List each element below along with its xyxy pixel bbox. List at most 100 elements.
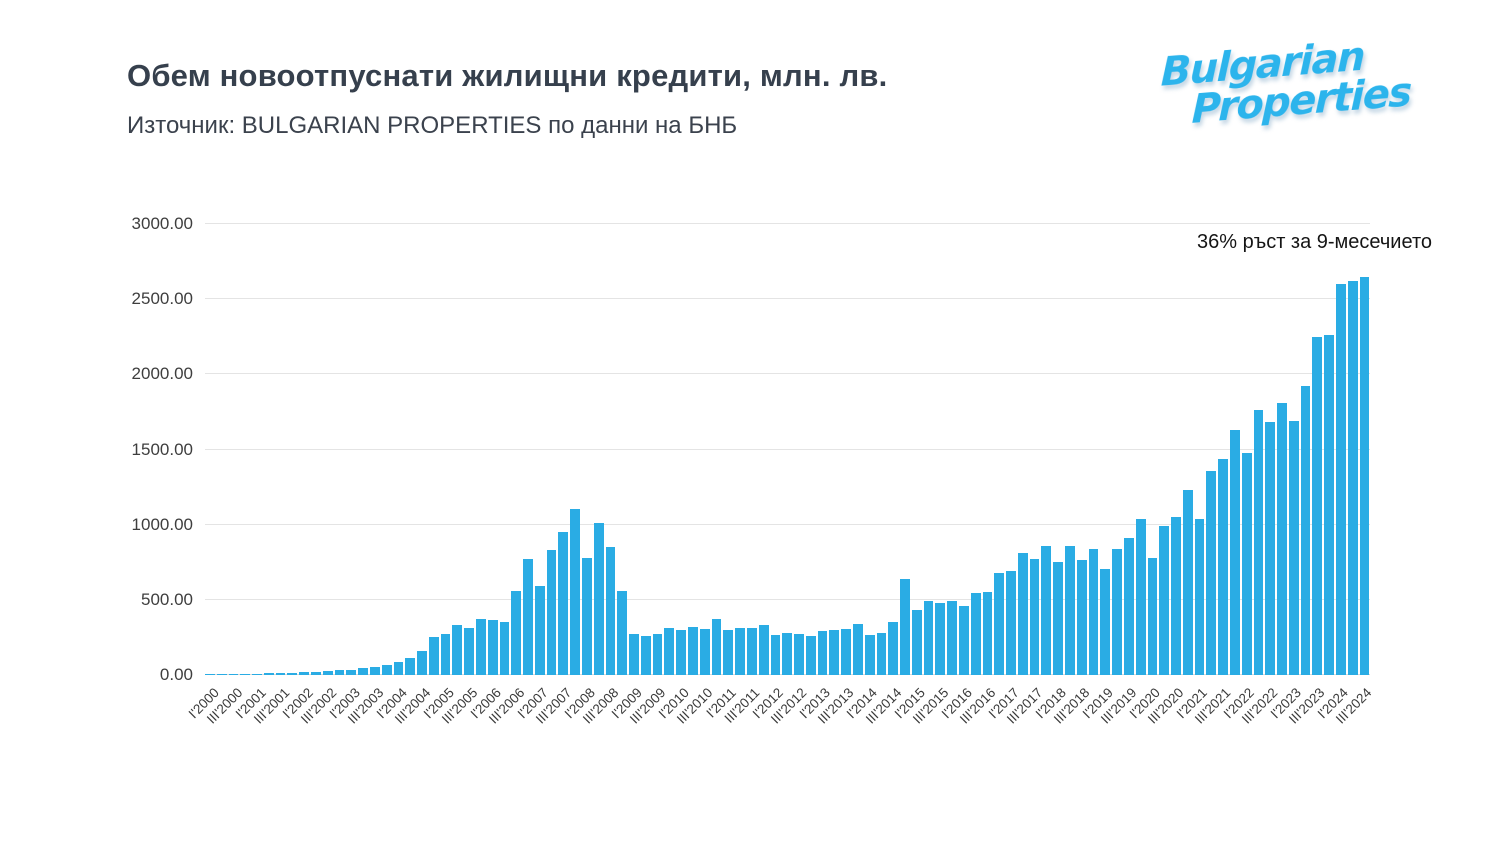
bar <box>311 671 321 675</box>
bar <box>1265 422 1276 675</box>
bar <box>652 634 663 675</box>
bar <box>605 547 616 675</box>
bar <box>923 601 934 675</box>
y-tick-label: 2000.00 <box>131 364 193 384</box>
bar <box>1277 402 1287 675</box>
bar <box>805 635 816 675</box>
bar <box>1006 571 1016 675</box>
bar <box>1065 546 1075 675</box>
bar <box>829 629 840 675</box>
bar <box>1253 410 1264 675</box>
bar <box>876 632 887 675</box>
bar <box>699 629 710 675</box>
bar <box>1017 553 1028 675</box>
bar <box>523 559 533 675</box>
bar <box>982 591 993 675</box>
bar <box>782 632 793 675</box>
bar <box>263 673 274 675</box>
bar <box>1194 518 1205 675</box>
bar <box>711 619 722 675</box>
bar <box>1029 558 1040 675</box>
bar <box>970 593 981 675</box>
bar <box>841 629 851 675</box>
bar <box>334 670 345 675</box>
bar <box>216 674 227 675</box>
y-tick-label: 1500.00 <box>131 439 193 459</box>
bar <box>817 631 828 675</box>
bar <box>1300 386 1311 675</box>
bar <box>240 673 251 675</box>
bar <box>475 619 486 675</box>
bar-series <box>205 224 1370 675</box>
bar <box>499 622 510 675</box>
bar <box>558 532 569 675</box>
y-tick-label: 0.00 <box>159 665 193 684</box>
bar <box>1112 549 1122 675</box>
bar <box>676 629 687 675</box>
gridline <box>205 298 1370 300</box>
bar <box>617 590 628 675</box>
bar <box>1076 560 1087 675</box>
bar <box>1053 562 1064 675</box>
bar-chart-plot-area <box>205 223 1370 675</box>
bar <box>864 635 875 675</box>
y-tick-label: 500.00 <box>141 589 193 609</box>
bar <box>369 666 380 675</box>
bar <box>358 668 368 675</box>
bar <box>228 673 239 675</box>
chart-header: Обем новоотпуснати жилищни кредити, млн.… <box>127 58 887 140</box>
bar <box>381 665 392 675</box>
bar <box>911 610 922 675</box>
bar <box>287 672 298 675</box>
bar <box>582 557 592 675</box>
bar <box>640 635 651 675</box>
bar <box>299 672 310 675</box>
gridline <box>205 373 1370 375</box>
bar <box>994 572 1005 675</box>
bar <box>1288 420 1299 675</box>
bar <box>534 586 545 675</box>
bar <box>205 674 215 675</box>
bar <box>852 623 863 675</box>
bar <box>758 625 769 675</box>
bar <box>735 628 745 675</box>
y-tick-label: 2500.00 <box>131 289 193 309</box>
bar <box>888 622 899 675</box>
bar <box>900 578 910 675</box>
bar <box>464 628 474 675</box>
bar <box>1100 569 1111 675</box>
bar <box>252 673 262 675</box>
bar <box>746 628 757 675</box>
y-tick-label: 1000.00 <box>131 514 193 534</box>
bar <box>1159 526 1170 675</box>
gridline <box>205 523 1370 525</box>
bar <box>428 636 439 675</box>
bar <box>1347 281 1358 675</box>
source-subtitle: Източник: BULGARIAN PROPERTIES по данни … <box>127 112 738 139</box>
bar <box>1182 490 1193 675</box>
bar <box>393 662 404 675</box>
bar <box>417 650 427 675</box>
bar <box>405 657 416 675</box>
bar <box>1218 458 1228 675</box>
bar <box>1206 470 1217 675</box>
bar <box>664 628 675 675</box>
bar <box>1336 284 1346 675</box>
page-title: Обем новоотпуснати жилищни кредити, млн.… <box>127 58 888 93</box>
gridline <box>205 598 1370 600</box>
bar <box>1312 336 1323 675</box>
bar <box>794 634 804 675</box>
bar <box>440 634 451 675</box>
bar <box>1171 517 1181 675</box>
bar <box>947 601 957 675</box>
bar <box>570 508 580 675</box>
bar <box>959 605 969 675</box>
bar <box>935 602 946 675</box>
bar <box>1241 452 1252 675</box>
bar <box>1041 545 1052 675</box>
y-axis-labels: 0.00 500.00 1000.00 1500.00 2000.00 2500.00 30… <box>0 214 193 684</box>
bar <box>723 629 734 675</box>
bar <box>487 620 498 675</box>
y-tick-label: 3000.00 <box>131 214 193 233</box>
